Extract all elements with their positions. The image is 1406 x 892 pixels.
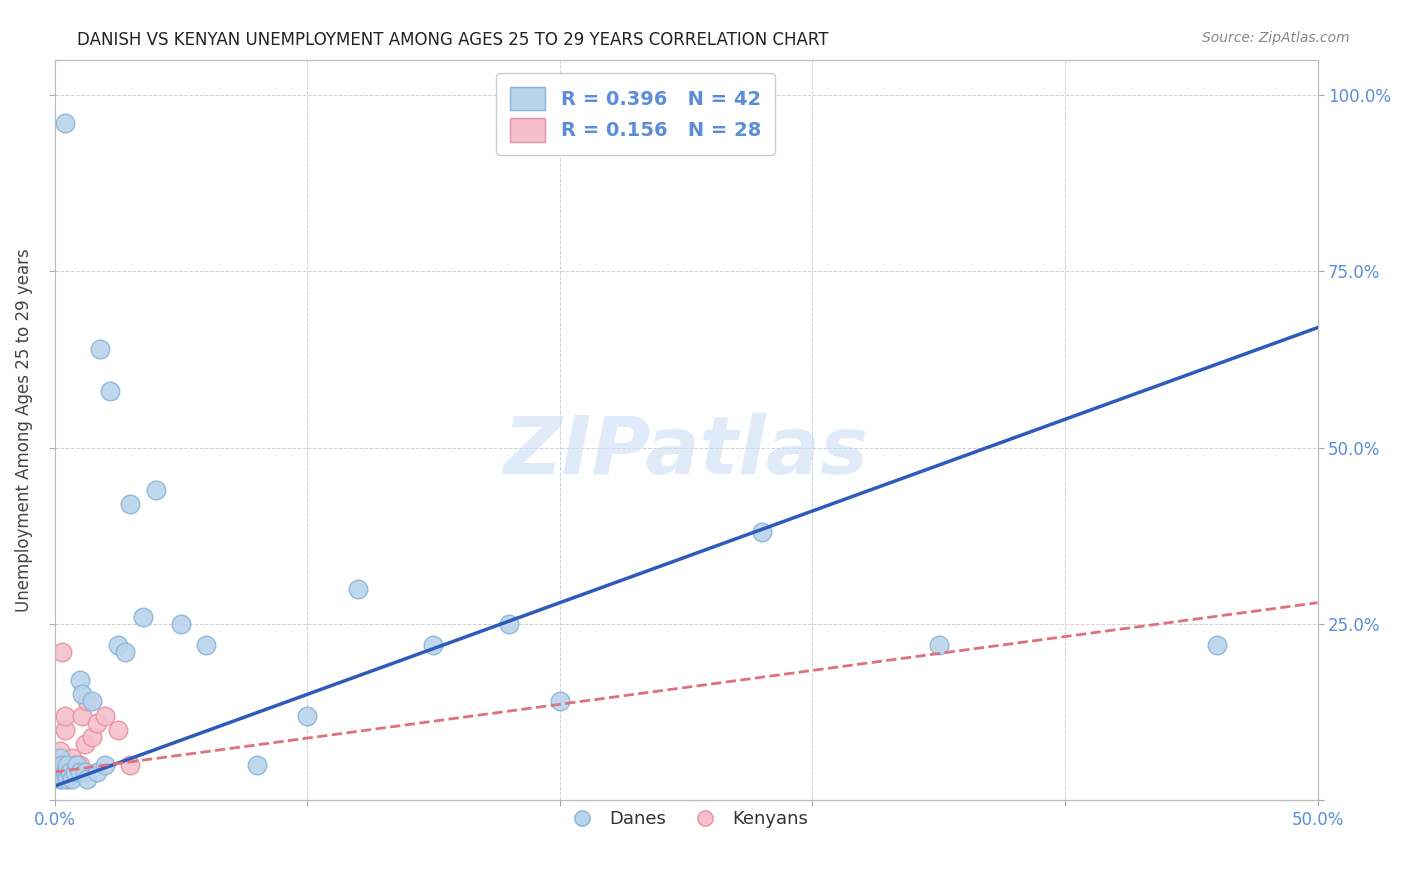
Point [120,497,142,511]
Point [56,764,79,779]
Point [82,730,104,744]
Point [56,758,79,772]
Point [48,751,70,765]
Point [73,737,96,751]
Text: ZIPatlas: ZIPatlas [503,413,869,491]
Point [107,638,129,652]
Point [69,764,91,779]
Point [107,723,129,737]
Point [170,616,193,631]
Point [46,751,69,765]
Point [46,764,69,779]
Point [120,758,142,772]
Point [63,758,86,772]
Point [48,758,70,772]
Point [53,708,76,723]
Point [86,715,108,730]
Point [69,758,91,772]
Point [59,764,82,779]
Point [53,764,76,779]
Point [132,610,155,624]
Point [548,694,571,708]
Point [98,384,121,398]
Point [51,645,73,659]
Point [51,758,73,772]
Point [246,758,269,772]
Point [56,772,79,786]
Point [94,708,117,723]
Point [60,751,83,765]
Point [498,616,520,631]
Point [53,723,76,737]
Point [48,758,70,772]
Point [51,758,73,772]
Point [66,764,89,779]
Point [56,758,79,772]
Point [59,758,82,772]
Point [48,764,70,779]
Point [295,708,318,723]
Point [72,708,94,723]
Y-axis label: Unemployment Among Ages 25 to 29 years: Unemployment Among Ages 25 to 29 years [15,248,32,612]
Point [63,764,86,779]
Point [82,694,104,708]
Point [114,645,136,659]
Point [145,483,167,497]
Point [195,638,218,652]
Point [48,772,70,786]
Point [46,764,69,779]
Point [73,764,96,779]
Point [89,342,111,356]
Point [69,673,91,688]
Point [59,764,82,779]
Point [66,758,89,772]
Point [51,772,73,786]
Point [928,638,950,652]
Point [53,764,76,779]
Point [51,764,73,779]
Point [48,744,70,758]
Point [422,638,444,652]
Point [751,525,773,540]
Point [94,758,117,772]
Point [1205,638,1227,652]
Point [76,772,98,786]
Legend: Danes, Kenyans: Danes, Kenyans [557,803,815,836]
Text: DANISH VS KENYAN UNEMPLOYMENT AMONG AGES 25 TO 29 YEARS CORRELATION CHART: DANISH VS KENYAN UNEMPLOYMENT AMONG AGES… [77,31,828,49]
Point [46,758,69,772]
Point [56,772,79,786]
Point [76,694,98,708]
Point [51,764,73,779]
Point [346,582,368,596]
Point [53,116,76,130]
Point [86,764,108,779]
Text: Source: ZipAtlas.com: Source: ZipAtlas.com [1202,31,1350,45]
Point [72,687,94,701]
Point [60,772,83,786]
